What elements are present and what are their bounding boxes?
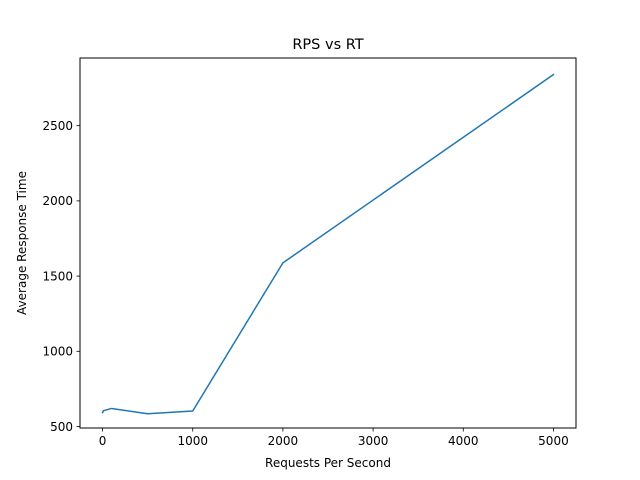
x-tick-label: 5000 [538, 434, 569, 448]
x-tick-label: 3000 [358, 434, 389, 448]
series-line-0 [101, 73, 555, 415]
y-tick-label: 2500 [42, 119, 73, 133]
x-tick-label: 0 [99, 434, 107, 448]
x-tick-label: 2000 [268, 434, 299, 448]
x-tick-label: 4000 [448, 434, 479, 448]
y-axis-ticks: 500 1000 1500 2000 2500 [42, 119, 80, 434]
x-axis-ticks: 0 1000 2000 3000 4000 5000 [99, 428, 569, 448]
y-axis-label: Average Response Time [15, 171, 29, 315]
chart-title: RPS vs RT [292, 37, 363, 53]
x-axis-label: Requests Per Second [265, 456, 391, 470]
y-tick-label: 2000 [42, 194, 73, 208]
x-tick-label: 1000 [177, 434, 208, 448]
series-layer [101, 73, 555, 415]
y-tick-label: 500 [50, 420, 73, 434]
axes-frame [79, 57, 577, 429]
y-tick-label: 1000 [42, 345, 73, 359]
y-tick-label: 1500 [42, 269, 73, 283]
plot-area [79, 57, 577, 429]
